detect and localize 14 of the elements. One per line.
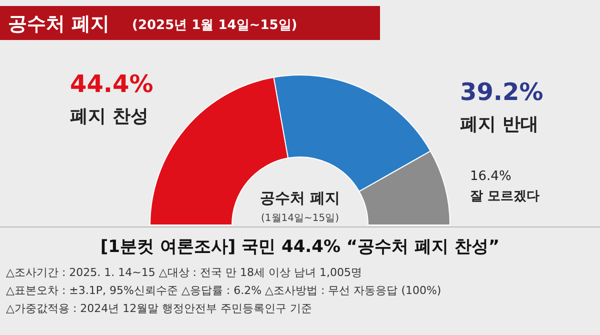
chart-title: 공수처 폐지 bbox=[8, 13, 110, 35]
text: (1월14일~15일) bbox=[261, 213, 340, 224]
data-label: 16.4% bbox=[470, 169, 512, 184]
text: △가중값적용 : 2024년 12월말 행정안전부 주민등록인구 기준 bbox=[6, 302, 312, 315]
text: △조사기간 : 2025. 1. 14~15 △대상 : 전국 만 18세 이상 남녀 1,005명 bbox=[6, 266, 362, 279]
data-label: 44.4% bbox=[70, 70, 154, 98]
text: [1분컷 여론조사] 국민 44.4% “공수처 폐지 찬성” bbox=[100, 237, 500, 257]
chart-subtitle: (2025년 1월 14일~15일) bbox=[132, 18, 298, 33]
slice-label: 폐지 찬성 bbox=[70, 106, 148, 127]
text: 공수처 폐지 bbox=[260, 189, 340, 207]
slice-label: 잘 모르겠다 bbox=[470, 189, 540, 204]
text: △표본오차 : ±3.1P, 95%신뢰수준 △응답률 : 6.2% △조사방법 : 무선 자동응답 (100%) bbox=[6, 284, 442, 297]
slice-label: 폐지 반대 bbox=[460, 114, 538, 135]
data-label: 39.2% bbox=[460, 78, 544, 106]
